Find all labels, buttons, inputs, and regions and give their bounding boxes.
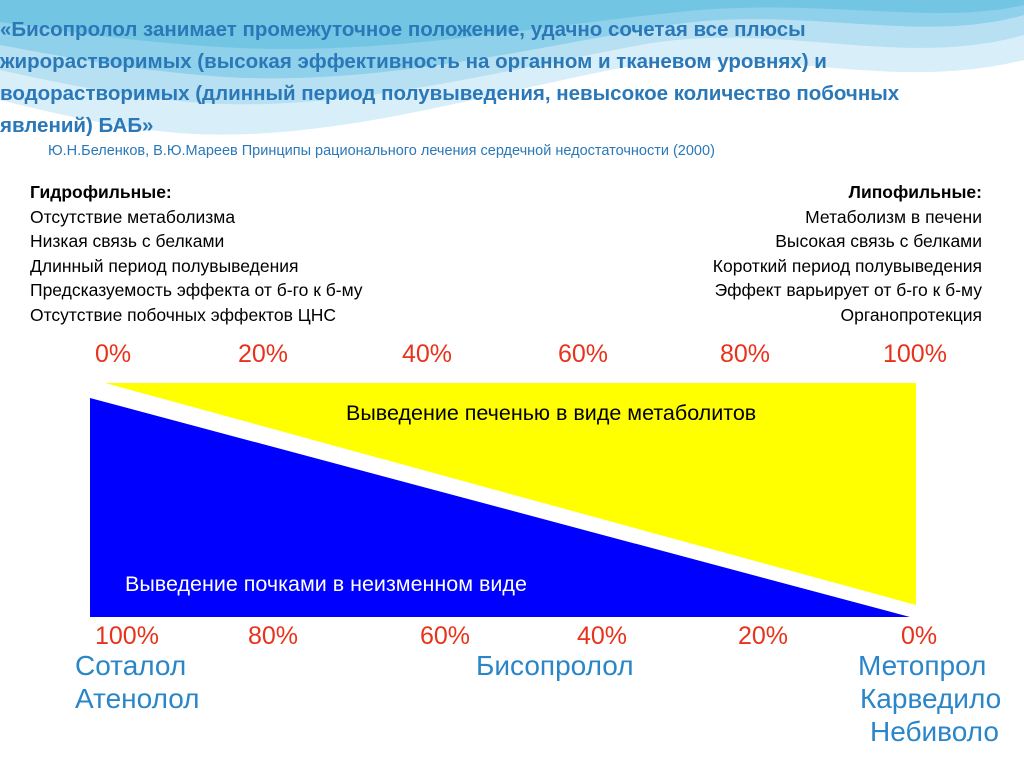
lipophilic-heading: Липофильные: (848, 182, 982, 202)
title-line: водорастворимых (длинный период полувыве… (0, 82, 900, 105)
intermediate-drugs: Бисопролол (476, 649, 634, 682)
scale-bottom-label: 0% (901, 622, 938, 650)
scale-bottom-label: 100% (95, 622, 159, 650)
lipophilic-item: Метаболизм в печени (805, 206, 982, 227)
liver-elimination-label: Выведение печенью в виде метаболитов (346, 401, 757, 425)
scale-bottom-label: 60% (420, 622, 471, 650)
lipophilic-item: Органопротекция (840, 304, 982, 325)
lipophilic-item: Высокая связь с белками (775, 231, 982, 251)
kidney-elimination-label: Выведение почками в неизменном виде (125, 572, 527, 596)
scale-bottom-label: 80% (248, 622, 299, 650)
wave-background (0, 0, 1024, 175)
drug-name: Небиволо (870, 716, 999, 747)
scale-top-label: 100% (883, 340, 947, 368)
lipophilic-properties: Липофильные: Метаболизм в печени Высокая… (713, 180, 982, 327)
scale-top-label: 40% (402, 340, 453, 368)
hydrophilic-heading: Гидрофильные: (30, 182, 172, 202)
scale-bottom-label: 20% (738, 622, 789, 650)
hydrophilic-properties: Гидрофильные: Отсутствие метаболизма Низ… (30, 180, 363, 327)
title-line: «Бисопролол занимает промежуточное полож… (0, 18, 806, 41)
scale-top-label: 80% (720, 340, 771, 368)
hydrophilic-item: Низкая связь с белками (30, 231, 225, 251)
hydrophilic-item: Предсказуемость эффекта от б-го к б-му (30, 280, 363, 300)
hydrophilic-drugs: Соталол Атенолол (75, 649, 200, 715)
liver-elimination-area (105, 383, 916, 605)
hydrophilic-item: Отсутствие метаболизма (30, 206, 236, 227)
hydrophilic-item: Длинный период полувыведения (30, 255, 299, 276)
title-line: жирорастворимых (высокая эффективность н… (0, 50, 827, 73)
title-line: явлений) БАБ» (0, 114, 154, 137)
slide-title: «Бисопролол занимает промежуточное полож… (0, 14, 1010, 142)
drug-name: Соталол (75, 650, 187, 681)
reference-citation: Ю.Н.Беленков, В.Ю.Мареев Принципы рацион… (48, 143, 715, 159)
lipophilic-drugs: Метопрол Карведило Небиволо (858, 649, 1024, 748)
scale-bottom-label: 40% (577, 622, 628, 650)
drug-name: Карведило (860, 683, 1002, 714)
hydrophilic-item: Отсутствие побочных эффектов ЦНС (30, 304, 336, 325)
lipophilic-item: Эффект варьирует от б-го к б-му (714, 280, 982, 300)
drug-name: Метопрол (858, 650, 987, 681)
elimination-diagram (90, 383, 916, 617)
scale-top-label: 0% (95, 340, 132, 368)
drug-name: Атенолол (75, 683, 200, 714)
kidney-elimination-area (90, 398, 910, 617)
scale-top-label: 60% (558, 340, 609, 368)
drug-name: Бисопролол (476, 650, 634, 681)
scale-top-label: 20% (238, 340, 289, 368)
lipophilic-item: Короткий период полувыведения (712, 255, 982, 276)
